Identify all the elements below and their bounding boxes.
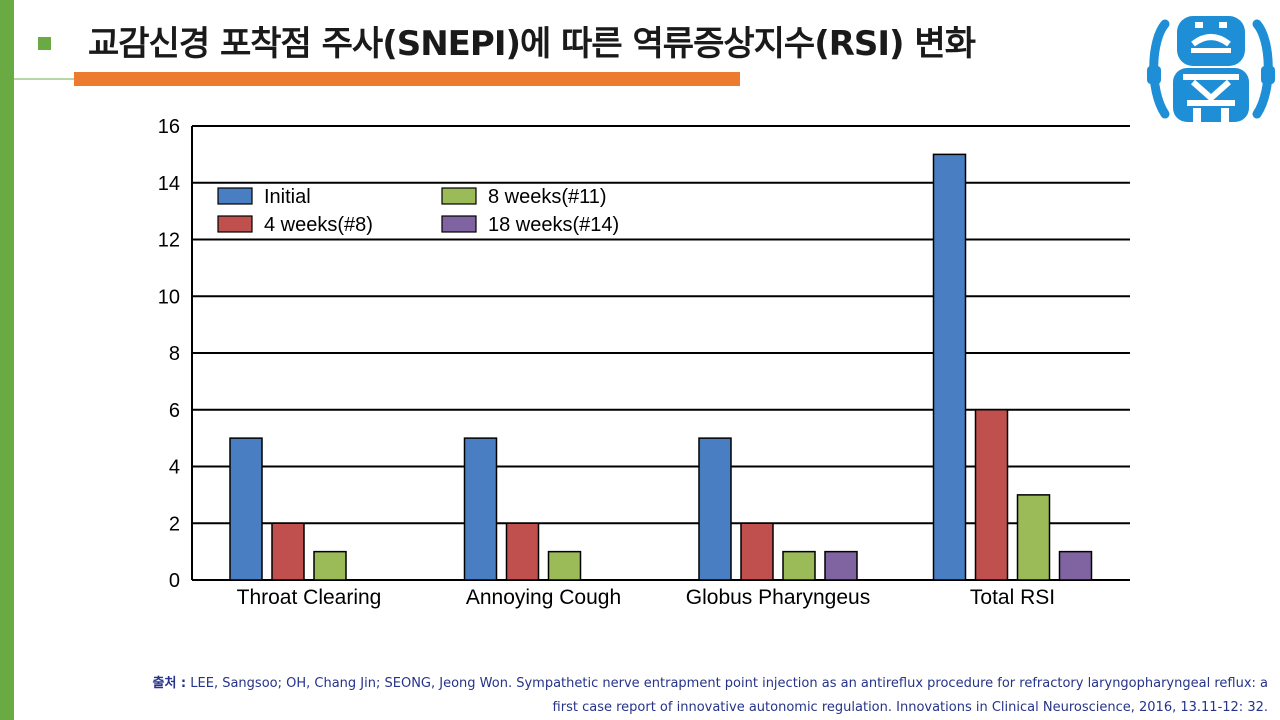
- source-label: 출처 :: [152, 676, 187, 691]
- bar-3-2: [1016, 494, 1051, 581]
- bar-2-2: [782, 550, 816, 581]
- bar-1-0: [463, 437, 498, 581]
- page-title: 교감신경 포착점 주사(SNEPI)에 따른 역류증상지수(RSI) 변화: [88, 24, 976, 64]
- legend-label: 18 weeks(#14): [488, 214, 619, 236]
- grid-layer: [192, 125, 1130, 581]
- legend-label: Initial: [264, 186, 311, 208]
- y-tick-label: 4: [169, 457, 180, 479]
- title-underline: [74, 72, 740, 86]
- y-tick-label: 12: [158, 230, 180, 252]
- legend-label: 4 weeks(#8): [264, 214, 373, 236]
- x-tick-label: Throat Clearing: [237, 586, 382, 609]
- left-divider-line: [14, 78, 74, 80]
- title-bullet-icon: [38, 37, 51, 50]
- bars-layer: [229, 153, 1093, 581]
- source-line-1: 출처 : LEE, Sangsoo; OH, Chang Jin; SEONG,…: [28, 672, 1268, 696]
- y-tick-label: 10: [158, 286, 180, 308]
- x-tick-label: Globus Pharyngeus: [686, 586, 870, 609]
- rsi-bar-chart: 0 2 4 6 8 10 12 14 16 Throat Clearing Annoying Cou…: [140, 108, 1140, 618]
- source-line-2: first case report of innovative autonomi…: [552, 700, 1268, 715]
- chart-svg: 0 2 4 6 8 10 12 14 16 Throat Clearing Annoying Cou…: [158, 116, 1130, 609]
- y-tick-label: 8: [169, 343, 180, 365]
- legend-swatch: [441, 215, 477, 233]
- y-tick-label: 16: [158, 116, 180, 138]
- source-text-1: LEE, Sangsoo; OH, Chang Jin; SEONG, Jeon…: [190, 676, 1268, 691]
- legend-swatch: [217, 215, 253, 233]
- source-citation: 출처 : LEE, Sangsoo; OH, Chang Jin; SEONG,…: [28, 672, 1268, 720]
- x-tick-label: Total RSI: [970, 586, 1055, 609]
- axis-layer: 0 2 4 6 8 10 12 14 16 Throat Clearing Annoying Cou…: [158, 116, 1055, 609]
- bar-0-0: [229, 437, 263, 581]
- bar-0-1: [271, 522, 305, 581]
- chart-legend: Initial 4 weeks(#8) 8 weeks(#11) 18 weeks(#…: [217, 186, 619, 236]
- bar-2-0: [698, 437, 732, 581]
- bar-3-0: [932, 153, 967, 581]
- hospital-robot-logo-icon: [1143, 10, 1279, 130]
- legend-label: 8 weeks(#11): [488, 186, 607, 208]
- bar-0-2: [313, 550, 347, 581]
- left-accent-bar: [0, 0, 14, 720]
- legend-swatch: [441, 187, 477, 205]
- legend-swatch: [217, 187, 253, 205]
- x-tick-label: Annoying Cough: [466, 586, 621, 609]
- bar-3-1: [974, 409, 1009, 581]
- y-tick-label: 6: [169, 400, 180, 422]
- bar-2-3: [824, 550, 858, 581]
- bar-2-1: [740, 522, 774, 581]
- bar-1-1: [505, 522, 540, 581]
- y-tick-label: 2: [169, 513, 180, 535]
- y-tick-label: 14: [158, 173, 180, 195]
- y-tick-label: 0: [169, 570, 180, 592]
- bar-1-2: [547, 550, 582, 581]
- bar-3-3: [1058, 550, 1093, 581]
